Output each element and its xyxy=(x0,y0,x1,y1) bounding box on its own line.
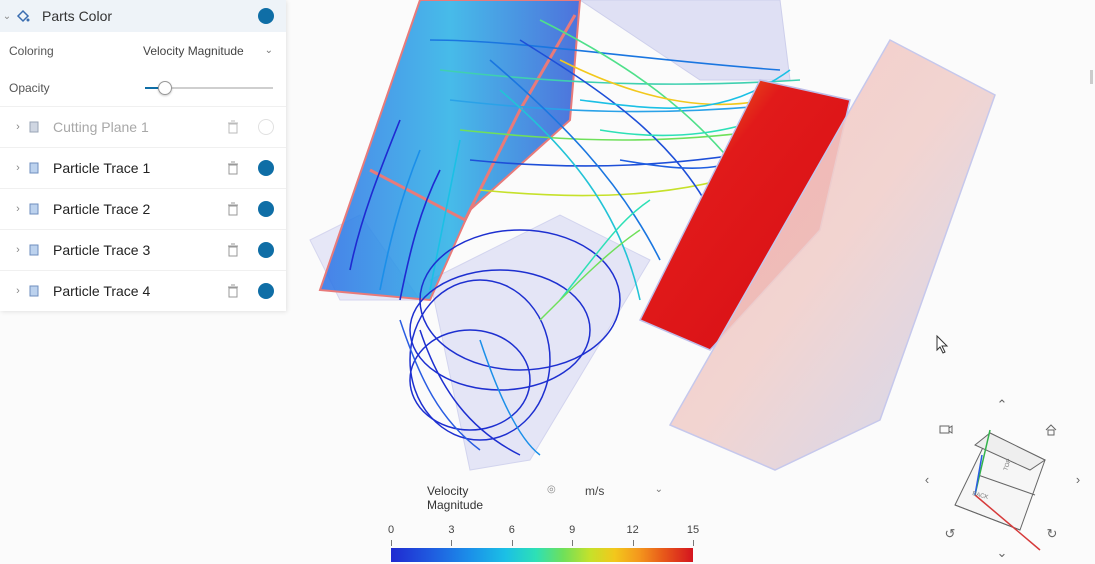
paint-bucket-icon xyxy=(14,8,32,24)
chevron-right-icon[interactable]: › xyxy=(16,121,20,133)
parts-color-label: Parts Color xyxy=(42,8,113,24)
list-item-label: Particle Trace 2 xyxy=(53,201,151,217)
chevron-right-icon[interactable]: › xyxy=(16,162,20,174)
unit-select[interactable]: m/s ⌄ xyxy=(585,484,663,498)
unit-value: m/s xyxy=(585,484,605,498)
visibility-toggle[interactable] xyxy=(258,283,274,299)
rotate-right-icon[interactable]: ↻ xyxy=(1046,526,1058,541)
part-icon xyxy=(25,242,43,258)
opacity-slider-thumb[interactable] xyxy=(158,80,173,95)
rotate-left-icon[interactable]: ↺ xyxy=(944,526,956,541)
parts-color-header[interactable]: ⌄ Parts Color xyxy=(0,0,286,32)
parts-list: › Cutting Plane 1 › Particle Trace 1 xyxy=(0,106,286,311)
visibility-toggle[interactable] xyxy=(258,201,274,217)
list-item-label: Particle Trace 4 xyxy=(53,283,151,299)
coloring-row: Coloring Velocity Magnitude ⌄ xyxy=(0,32,286,69)
legend-title: Velocity Magnitude xyxy=(427,484,484,512)
opacity-label: Opacity xyxy=(9,80,50,95)
coloring-label: Coloring xyxy=(9,43,54,58)
legend-tick-label: 6 xyxy=(508,524,515,536)
trash-icon[interactable] xyxy=(227,243,239,257)
opacity-slider[interactable] xyxy=(145,80,273,95)
camera-icon[interactable] xyxy=(938,423,954,439)
legend-tick-mark xyxy=(632,540,634,546)
legend-tick-label: 9 xyxy=(569,524,576,536)
legend-tick-mark xyxy=(511,540,513,546)
list-item-label: Particle Trace 3 xyxy=(53,242,151,258)
chevron-down-icon: ⌄ xyxy=(654,484,663,495)
opacity-slider-fill xyxy=(145,86,165,89)
legend-tick-label: 0 xyxy=(387,524,395,536)
trash-icon[interactable] xyxy=(227,202,239,216)
chevron-right-icon[interactable]: › xyxy=(16,203,20,215)
inlet-block xyxy=(318,0,582,302)
legend-tick-mark xyxy=(391,540,392,546)
legend-tick-mark xyxy=(451,540,453,546)
list-item[interactable]: › Particle Trace 3 xyxy=(0,229,286,270)
parts-panel: ⌄ Parts Color Coloring Velocity Magnitud… xyxy=(0,0,286,311)
orientation-cube xyxy=(954,432,1047,531)
coloring-select[interactable]: Velocity Magnitude ⌄ xyxy=(143,44,273,58)
list-item[interactable]: › Particle Trace 2 xyxy=(0,188,286,229)
list-item[interactable]: › Particle Trace 1 xyxy=(0,147,286,188)
axes-triad xyxy=(974,429,1041,551)
legend-tick-mark xyxy=(572,540,574,546)
chevron-right-icon[interactable]: › xyxy=(16,244,20,256)
chevron-right-icon[interactable]: › xyxy=(16,285,20,297)
visibility-toggle[interactable] xyxy=(258,119,274,135)
chevron-up-icon[interactable]: ⌃ xyxy=(996,397,1008,412)
legend-tick-label: 3 xyxy=(448,524,455,536)
home-icon[interactable] xyxy=(1043,423,1059,439)
streamlines xyxy=(349,19,831,301)
trash-icon[interactable] xyxy=(227,284,239,298)
visibility-toggle[interactable] xyxy=(258,242,274,258)
part-icon xyxy=(25,160,43,176)
list-item[interactable]: › Cutting Plane 1 xyxy=(0,106,286,147)
coloring-value: Velocity Magnitude xyxy=(143,43,244,58)
chevron-right-icon[interactable]: › xyxy=(1075,472,1081,487)
visibility-toggle[interactable] xyxy=(258,160,274,176)
far-field-slab xyxy=(668,39,996,471)
trash-icon[interactable] xyxy=(227,120,239,134)
legend-tick-label: 12 xyxy=(626,524,639,536)
list-item-label: Particle Trace 1 xyxy=(53,160,151,176)
list-item-label: Cutting Plane 1 xyxy=(53,119,149,135)
chevron-left-icon[interactable]: ‹ xyxy=(924,472,930,487)
legend-tick-label: 15 xyxy=(686,524,700,536)
colorbar xyxy=(391,548,693,562)
opacity-row: Opacity xyxy=(0,69,286,106)
legend-tick-mark xyxy=(693,540,694,546)
list-item[interactable]: › Particle Trace 4 xyxy=(0,270,286,311)
trash-icon[interactable] xyxy=(227,161,239,175)
vortex-streamlines xyxy=(399,199,651,456)
chevron-down-icon: ⌄ xyxy=(264,45,273,56)
part-icon xyxy=(25,283,43,299)
scrollbar-thumb[interactable] xyxy=(1090,70,1093,84)
hand-cursor xyxy=(936,334,949,354)
parts-color-swatch[interactable] xyxy=(258,8,274,24)
part-icon xyxy=(25,201,43,217)
part-icon xyxy=(25,119,43,135)
chevron-down-icon[interactable]: ⌄ xyxy=(2,10,12,22)
settings-icon[interactable]: ◎ xyxy=(547,484,556,495)
chevron-down-icon[interactable]: ⌄ xyxy=(996,545,1008,560)
